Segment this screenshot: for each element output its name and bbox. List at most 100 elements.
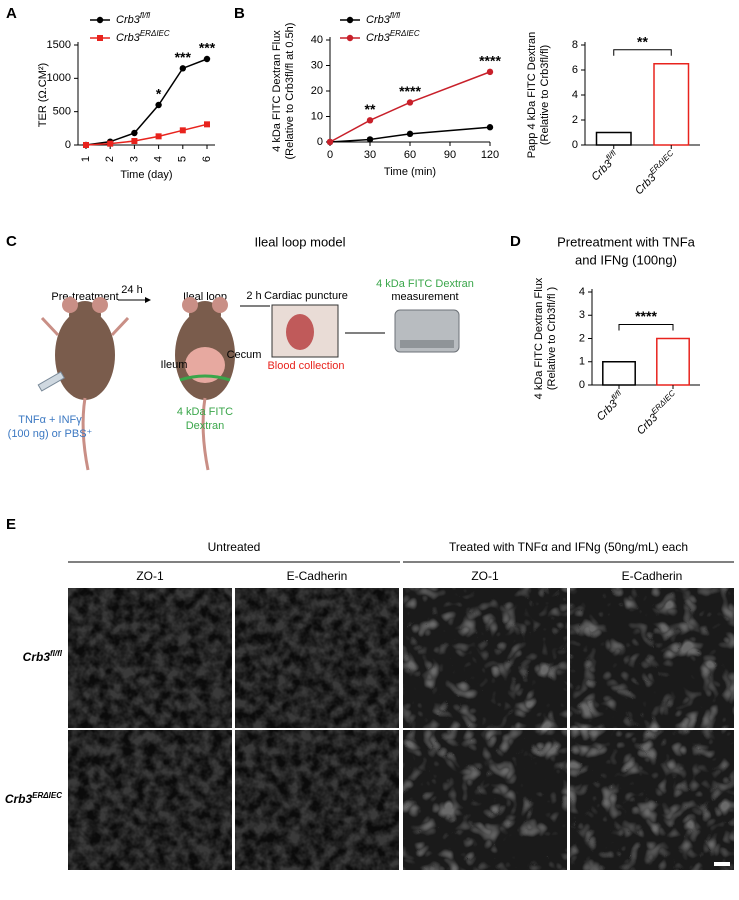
marker (204, 121, 210, 128)
y-axis-label: 4 kDa FITC Dextran Flux (271, 30, 283, 152)
series-line (329, 71, 491, 143)
micrograph-texture (403, 730, 567, 870)
label: 4 kDa FITC (177, 406, 233, 418)
heart (286, 314, 314, 350)
y-tick-label: 3 (579, 309, 585, 321)
micrograph-texture (68, 730, 232, 870)
marker (179, 65, 186, 72)
micrograph-texture (403, 588, 567, 728)
column-header: ZO-1 (471, 569, 499, 583)
panel-letter: A (6, 5, 17, 22)
y-tick-label: 4 (572, 89, 578, 101)
chart-title: and IFNg (100ng) (575, 252, 677, 267)
x-tick-label: 0 (327, 149, 333, 161)
y-tick-label: 1000 (47, 72, 71, 84)
significance-bracket (618, 324, 674, 331)
row-label: Crb3fl/fl (23, 649, 63, 665)
x-tick-label: 5 (177, 156, 189, 162)
significance: **** (399, 83, 421, 99)
marker (179, 127, 186, 134)
significance-bracket (613, 49, 672, 56)
label: Cecum (227, 349, 262, 361)
marker (486, 124, 494, 131)
y-axis-label: Papp 4 kDa FITC Dextran (526, 32, 538, 159)
y-tick-label: 30 (311, 59, 323, 71)
label: (100 ng) or PBS⁺ (8, 428, 93, 440)
series-line (329, 126, 491, 143)
x-tick-label: 60 (404, 149, 416, 161)
y-tick-label: 500 (53, 106, 71, 118)
bar (595, 131, 632, 146)
label: 2 h (246, 290, 261, 302)
y-axis-label: (Relative to Crb3fl/fl ) (546, 287, 558, 390)
column-header: E-Cadherin (287, 569, 348, 583)
diagram-title: Ileal loop model (254, 234, 345, 249)
y-tick-label: 1 (579, 356, 585, 368)
x-tick-label: 3 (128, 156, 140, 162)
bar (653, 63, 690, 146)
y-tick-label: 2 (572, 114, 578, 126)
y-tick-label: 20 (311, 85, 323, 97)
x-tick-label: Crb3ERΔIEC (631, 148, 680, 197)
y-tick-label: 40 (311, 34, 323, 46)
marker (155, 101, 162, 109)
bar (602, 361, 636, 386)
series-line (85, 123, 208, 146)
marker (203, 55, 211, 63)
y-axis-label: (Relative to Crb3fl/fl) (539, 45, 551, 145)
y-tick-label: 1500 (47, 39, 71, 51)
x-tick-label: Crb3ERΔIEC (632, 388, 681, 437)
significance: ** (365, 101, 376, 117)
marker (486, 68, 494, 76)
significance: **** (635, 308, 657, 324)
marker (346, 16, 354, 24)
x-tick-label: 4 (153, 156, 165, 162)
significance: ** (637, 33, 648, 49)
syringe (37, 371, 65, 392)
y-tick-label: 6 (572, 64, 578, 76)
significance: **** (479, 53, 501, 69)
x-tick-label: 6 (201, 156, 213, 162)
marker (366, 136, 374, 143)
micrograph-texture (570, 730, 734, 870)
y-tick-label: 10 (311, 110, 323, 122)
panel-letter: B (234, 5, 245, 22)
x-tick-label: 1 (80, 156, 92, 162)
x-axis-label: Time (day) (120, 169, 172, 181)
bar (656, 337, 690, 386)
marker (131, 138, 138, 144)
legend-label: Crb3fl/fl (366, 11, 400, 26)
marker (406, 130, 414, 138)
x-tick-label: 120 (481, 149, 499, 161)
micrograph-texture (570, 588, 734, 728)
y-tick-label: 0 (65, 139, 71, 151)
row-label: Crb3ERΔIEC (5, 791, 62, 807)
column-header: E-Cadherin (622, 569, 683, 583)
label: Ileum (161, 359, 188, 371)
label: Dextran (186, 420, 225, 432)
marker (366, 117, 374, 124)
plate-reader (400, 340, 454, 348)
significance: *** (199, 40, 216, 56)
panel-letter: D (510, 233, 521, 250)
marker (346, 34, 354, 42)
y-tick-label: 4 (579, 286, 585, 298)
marker (97, 35, 103, 41)
mouse (40, 297, 130, 471)
x-tick-label: 2 (104, 156, 116, 162)
x-tick-label: Crb3fl/fl (592, 388, 627, 423)
y-tick-label: 2 (579, 332, 585, 344)
marker (155, 133, 162, 140)
label: 24 h (121, 284, 142, 296)
x-tick-label: Crb3fl/fl (587, 148, 622, 183)
y-tick-label: 8 (572, 39, 578, 51)
micrograph-texture (68, 588, 232, 728)
micrograph-texture (235, 588, 399, 728)
label: 4 kDa FITC Dextran (376, 278, 474, 290)
x-axis-label: Time (min) (384, 166, 436, 178)
series-line (85, 58, 208, 146)
y-tick-label: 0 (579, 379, 585, 391)
diagram: Ileal loop model Pre-treatment Ileal loo… (8, 234, 474, 471)
panel-letter: E (6, 516, 16, 533)
